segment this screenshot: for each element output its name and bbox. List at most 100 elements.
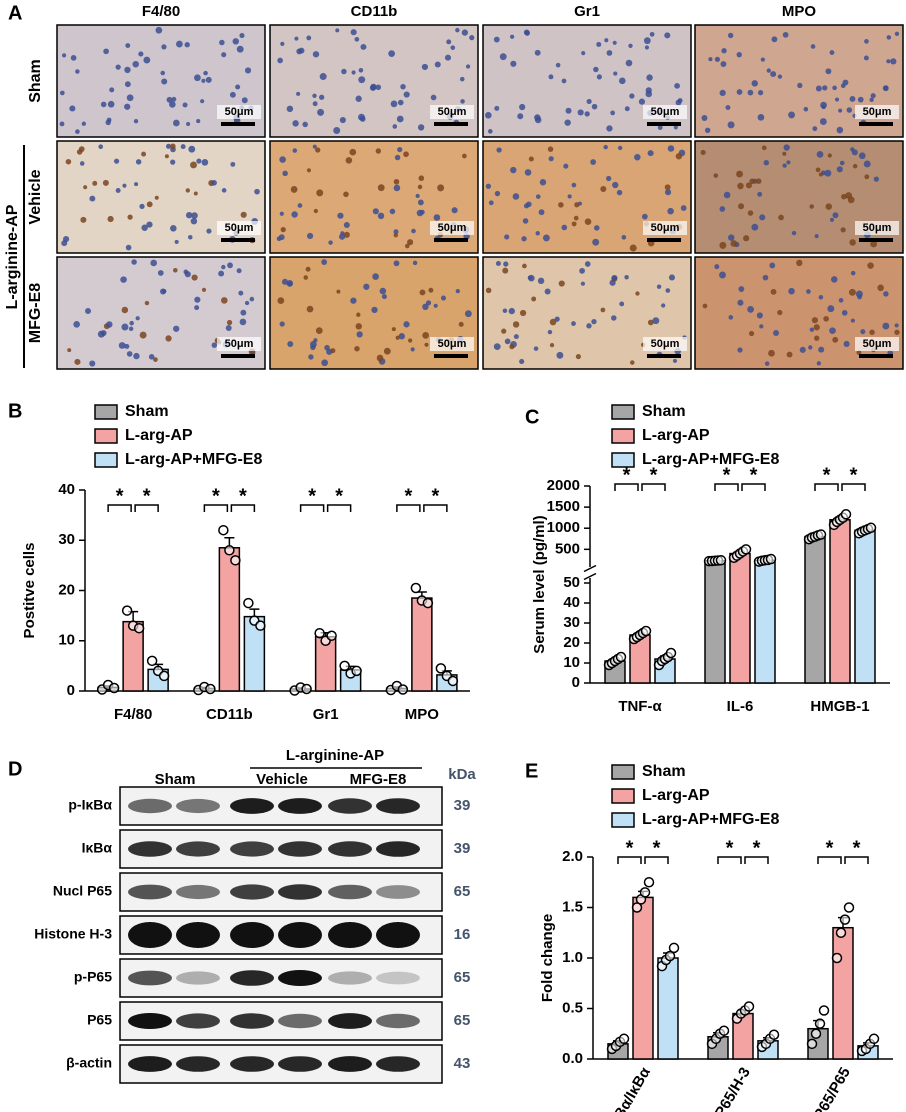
- data-point: [255, 620, 266, 631]
- cell-nucleus: [464, 310, 472, 318]
- cell-nucleus: [279, 321, 285, 327]
- cell-nucleus: [815, 85, 822, 92]
- data-point: [715, 555, 727, 566]
- blot-band: [128, 841, 172, 857]
- cell-nucleus: [806, 289, 811, 294]
- blot-band: [278, 798, 322, 814]
- cell-nucleus: [89, 195, 96, 202]
- blot-label: Histone H-3: [34, 926, 112, 942]
- blot-band: [328, 841, 372, 857]
- blot-band: [376, 885, 420, 899]
- cell-nucleus: [400, 84, 406, 90]
- cell-nucleus: [834, 97, 840, 102]
- cell-nucleus: [124, 343, 130, 349]
- cell-nucleus: [221, 188, 227, 193]
- cell-nucleus: [612, 181, 619, 189]
- data-point: [631, 902, 643, 913]
- cell-nucleus: [829, 217, 834, 222]
- cell-nucleus: [531, 296, 537, 302]
- cell-nucleus: [586, 98, 592, 105]
- cell-nucleus: [61, 240, 68, 247]
- cell-nucleus: [747, 210, 754, 216]
- cell-nucleus: [788, 287, 795, 295]
- cell-nucleus: [360, 43, 367, 50]
- cell-nucleus: [455, 288, 460, 294]
- cell-nucleus: [294, 36, 299, 41]
- cell-nucleus: [313, 338, 318, 343]
- cell-nucleus: [103, 48, 109, 55]
- cell-nucleus: [526, 201, 532, 208]
- cell-nucleus: [404, 243, 410, 249]
- y-tick-label: 1.5: [562, 898, 583, 915]
- cell-nucleus: [462, 153, 467, 159]
- cell-nucleus: [381, 294, 387, 300]
- cell-nucleus: [606, 50, 613, 56]
- cell-nucleus: [768, 349, 775, 357]
- cell-nucleus: [161, 78, 168, 85]
- cell-nucleus: [522, 218, 529, 224]
- cell-nucleus: [319, 73, 327, 81]
- column-header: F4/80: [142, 3, 180, 20]
- cell-nucleus: [519, 309, 527, 317]
- cell-nucleus: [205, 76, 212, 83]
- significance-star: *: [653, 837, 661, 859]
- cell-nucleus: [747, 305, 755, 313]
- error-bar: [249, 608, 260, 617]
- blot-kda: 39: [454, 797, 471, 814]
- y-tick-label: 0: [67, 682, 75, 699]
- cell-nucleus: [437, 184, 445, 192]
- bar: [729, 552, 751, 684]
- cell-nucleus: [296, 91, 301, 96]
- cell-nucleus: [813, 324, 820, 331]
- cell-nucleus: [165, 143, 171, 149]
- cell-nucleus: [495, 261, 501, 267]
- cell-nucleus: [281, 278, 289, 285]
- cell-nucleus: [858, 152, 866, 160]
- cell-nucleus: [157, 270, 164, 276]
- cell-nucleus: [574, 202, 580, 208]
- y-tick-label: 30: [563, 614, 580, 631]
- y-tick-label: 40: [58, 481, 75, 498]
- cell-nucleus: [287, 341, 294, 347]
- cell-nucleus: [730, 240, 738, 247]
- cell-nucleus: [354, 345, 360, 352]
- cell-nucleus: [201, 78, 206, 83]
- cell-nucleus: [92, 180, 98, 186]
- blot-band: [230, 970, 274, 986]
- significance-star: *: [823, 464, 831, 486]
- cell-nucleus: [725, 105, 731, 111]
- cell-nucleus: [220, 297, 228, 304]
- cell-nucleus: [499, 53, 507, 61]
- cell-nucleus: [584, 261, 591, 267]
- cell-nucleus: [494, 190, 501, 197]
- cell-nucleus: [124, 103, 131, 110]
- cell-nucleus: [782, 31, 789, 38]
- cell-nucleus: [279, 156, 286, 163]
- significance-bracket: [134, 504, 159, 512]
- cell-nucleus: [375, 84, 382, 91]
- cell-nucleus: [433, 303, 438, 308]
- cell-nucleus: [652, 317, 660, 325]
- cell-nucleus: [113, 158, 120, 164]
- data-point: [765, 553, 777, 565]
- cell-nucleus: [832, 85, 837, 91]
- cell-nucleus: [196, 119, 201, 124]
- data-point: [806, 1038, 818, 1050]
- micrograph: [56, 140, 266, 254]
- data-point: [243, 597, 254, 609]
- cell-nucleus: [102, 179, 109, 186]
- cell-nucleus: [397, 146, 403, 153]
- micrograph: [269, 140, 479, 254]
- micrograph: [482, 24, 692, 138]
- cell-nucleus: [719, 206, 726, 212]
- significance-star: *: [826, 837, 834, 859]
- cell-nucleus: [762, 274, 769, 281]
- cell-nucleus: [625, 59, 633, 67]
- cell-nucleus: [818, 346, 825, 353]
- cell-nucleus: [836, 166, 843, 173]
- cell-nucleus: [185, 188, 190, 193]
- cell-nucleus: [354, 36, 360, 42]
- x-tick-label: Gr1: [313, 706, 339, 723]
- cell-nucleus: [292, 120, 299, 127]
- cell-nucleus: [343, 231, 350, 238]
